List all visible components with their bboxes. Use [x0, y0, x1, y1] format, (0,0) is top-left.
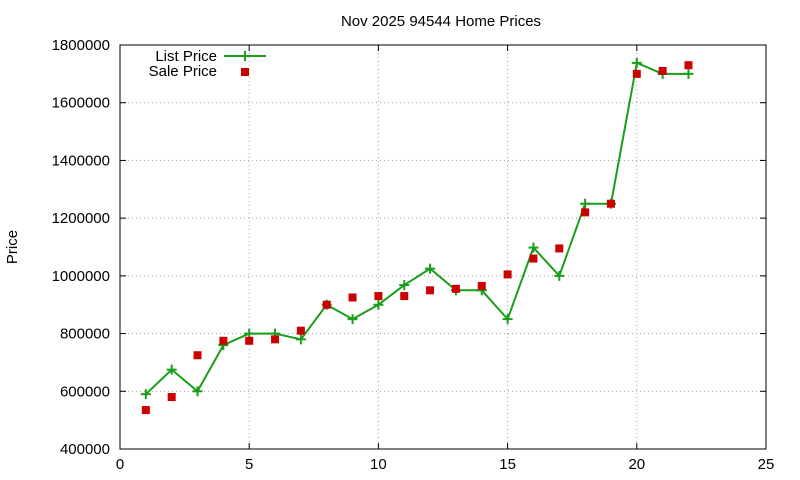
y-tick-label: 1800000 [52, 37, 110, 54]
sale-price-point [322, 300, 331, 309]
legend-sample-sale-price [241, 68, 249, 76]
sale-price-point [503, 270, 512, 279]
sale-price-point [451, 284, 460, 293]
list-price-point [295, 334, 306, 345]
sale-price-series [141, 61, 693, 415]
y-axis-label: Price [4, 230, 21, 264]
sale-price-point [348, 293, 357, 302]
legend-sample-list-price [224, 51, 266, 61]
list-price-point [347, 314, 358, 325]
plot-border [119, 44, 767, 450]
sale-price-point [529, 254, 538, 263]
sale-price-point [555, 244, 564, 253]
sale-price-point [374, 292, 383, 301]
list-price-point [528, 242, 539, 253]
legend-label-list-price: List Price [155, 48, 217, 65]
chart-title: Nov 2025 94544 Home Prices [341, 13, 541, 30]
y-tick-label: 400000 [60, 441, 110, 458]
x-tick-label: 15 [499, 456, 516, 473]
sale-price-point [658, 66, 667, 75]
x-tick-label: 5 [245, 456, 253, 473]
sale-price-point [167, 393, 176, 402]
sale-price-point [606, 199, 615, 208]
list-price-point [631, 57, 642, 68]
x-tick-label: 20 [628, 456, 645, 473]
y-tick-label: 1600000 [52, 95, 110, 112]
list-price-point [425, 263, 436, 274]
list-price-point [192, 386, 203, 397]
list-price-point [399, 280, 410, 291]
sale-price-point [141, 406, 150, 415]
legend-sale-square-marker [241, 68, 249, 76]
list-price-point [683, 68, 694, 79]
legend: List Price Sale Price [149, 48, 266, 80]
list-price-point [140, 389, 151, 400]
y-tick-label: 1400000 [52, 152, 110, 169]
sale-price-point [632, 69, 641, 78]
sale-price-point [296, 326, 305, 335]
sale-price-point [684, 61, 693, 70]
sale-price-point [426, 286, 435, 295]
axis-ticks [119, 44, 767, 450]
legend-label-sale-price: Sale Price [149, 63, 217, 80]
list-price-point [502, 314, 513, 325]
sale-price-point [400, 292, 409, 301]
list-price-line [144, 61, 690, 396]
sale-price-point [219, 336, 228, 345]
sale-price-point [271, 335, 280, 344]
y-tick-labels: 400000 600000 800000 1000000 1200000 1400000 1… [52, 37, 110, 458]
x-tick-label: 0 [116, 456, 124, 473]
x-tick-label: 25 [758, 456, 775, 473]
list-price-point [554, 270, 565, 281]
sale-price-point [245, 336, 254, 345]
grid [120, 45, 766, 449]
list-price-point [166, 364, 177, 375]
y-tick-label: 1200000 [52, 210, 110, 227]
sale-price-point [193, 351, 202, 360]
sale-price-point [581, 208, 590, 217]
list-price-point [580, 198, 591, 209]
legend-list-plus-marker [240, 51, 250, 61]
y-tick-label: 1000000 [52, 268, 110, 285]
list-price-point [373, 299, 384, 310]
plot-frame [119, 44, 767, 450]
sale-price-point [477, 281, 486, 290]
y-tick-label: 800000 [60, 326, 110, 343]
x-tick-labels: 0 5 10 15 20 25 [116, 456, 775, 473]
list-price-series [140, 57, 694, 400]
y-tick-label: 600000 [60, 383, 110, 400]
x-tick-label: 10 [370, 456, 387, 473]
